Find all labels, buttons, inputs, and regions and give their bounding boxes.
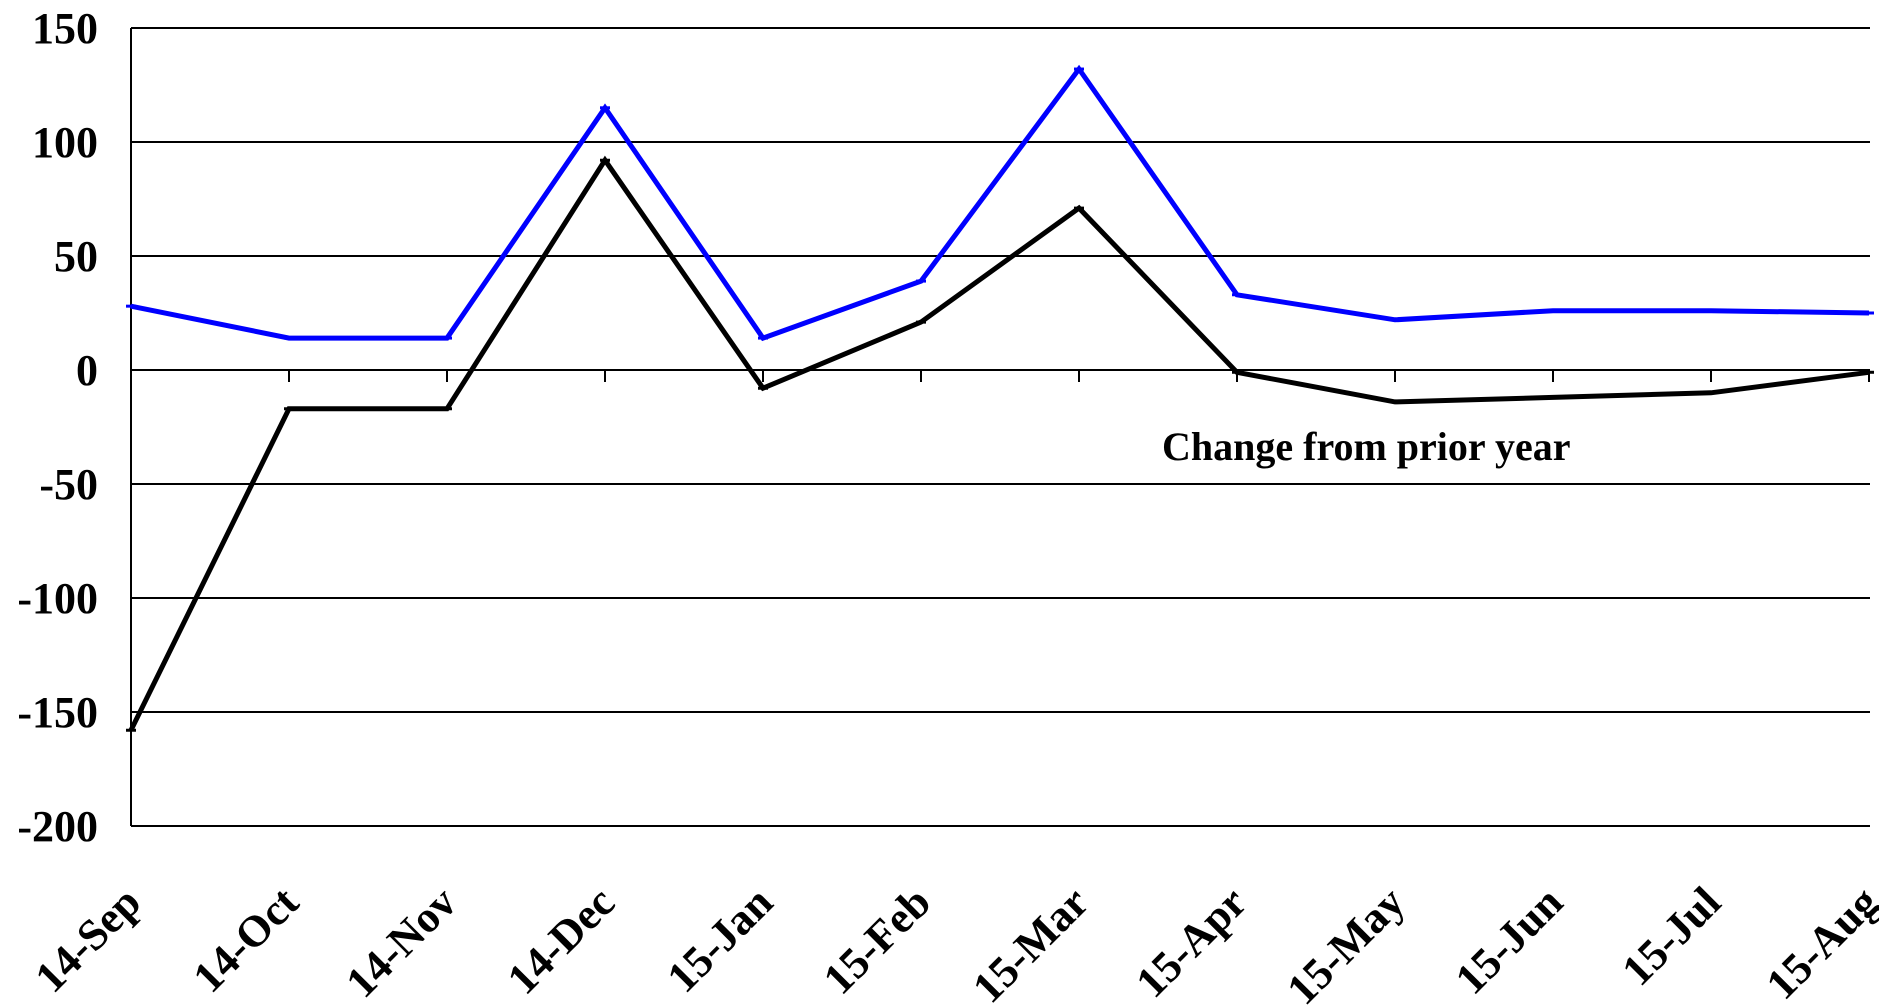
y-tick-label: -150 (17, 688, 98, 737)
x-tick-label: 15-Feb (814, 877, 940, 1003)
y-tick-label: 50 (54, 232, 98, 281)
annotation-change-from-prior-year: Change from prior year (1162, 424, 1570, 469)
x-tick-label: 14-Sep (26, 877, 151, 1002)
x-tick-label: 14-Nov (336, 877, 466, 1007)
x-tick-label: 15-Aug (1757, 877, 1879, 1008)
x-tick-label: 14-Oct (184, 877, 309, 1002)
series-line-0 (130, 64, 1870, 342)
x-tick-label: 14-Dec (498, 877, 624, 1003)
x-tick-label: 15-May (1277, 877, 1414, 1008)
y-tick-label: 0 (76, 346, 98, 395)
y-tick-label: -200 (17, 802, 98, 851)
y-tick-label: 150 (32, 4, 98, 53)
x-tick-label: 15-Apr (1126, 877, 1256, 1007)
gridlines (131, 27, 1870, 827)
axes (130, 28, 1870, 826)
series-lines (126, 64, 1874, 732)
x-tick-labels: 14-Sep 14-Oct 14-Nov 14-Dec 15-Jan 15-Feb 15-M… (26, 877, 1879, 1008)
y-tick-label: 100 (32, 118, 98, 167)
x-tick-label: 15-Mar (963, 877, 1098, 1008)
x-tick-label: 15-Jun (1446, 877, 1572, 1003)
series-line-1 (128, 155, 1870, 732)
x-tick-label: 15-Jul (1612, 877, 1730, 995)
y-tick-label: -50 (39, 460, 98, 509)
y-tick-labels: 150 100 50 0 -50 -100 -150 -200 (17, 4, 98, 851)
x-tick-label: 15-Jan (658, 877, 783, 1002)
y-tick-label: -100 (17, 574, 98, 623)
